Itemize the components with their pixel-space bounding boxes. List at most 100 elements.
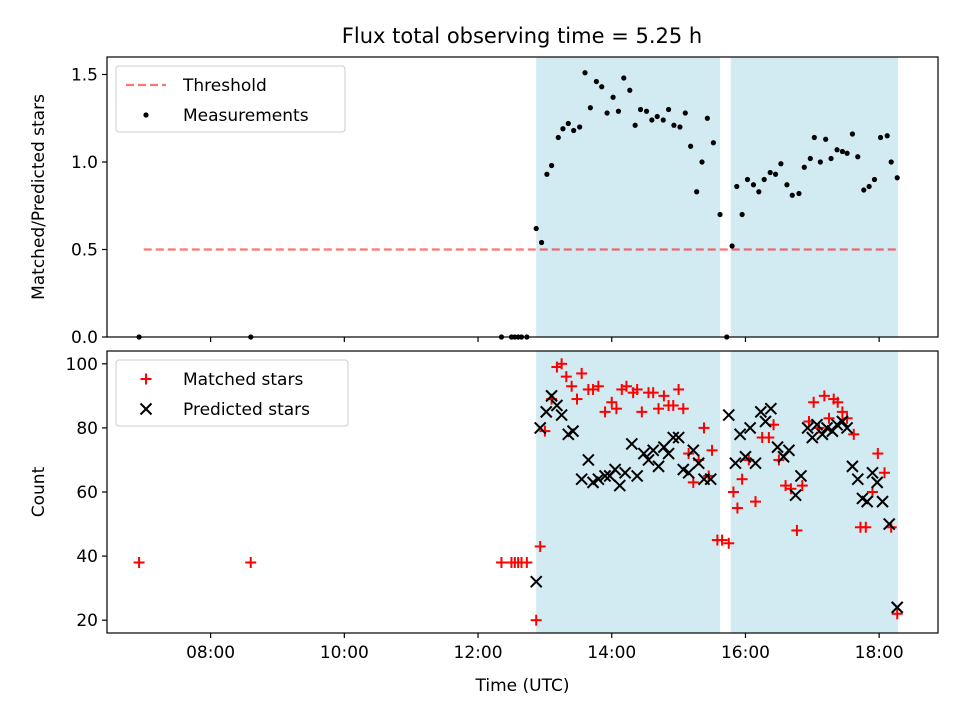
measurement-point <box>671 122 677 128</box>
figure-title: Flux total observing time = 5.25 h <box>342 24 702 48</box>
predicted-star-point <box>692 456 705 470</box>
matched-star-point <box>658 390 670 402</box>
matched-star-point <box>785 483 797 495</box>
matched-star-point <box>706 444 718 456</box>
matched-star-point <box>677 403 689 415</box>
predicted-star-point <box>534 421 547 435</box>
matched-star-point <box>818 390 830 402</box>
top-shaded-regions <box>536 57 898 337</box>
measurement-point <box>844 150 850 156</box>
measurement-point <box>729 243 735 249</box>
predicted-star-point <box>582 453 595 467</box>
predicted-star-point <box>575 472 588 486</box>
predicted-star-point <box>789 488 802 502</box>
measurement-point <box>649 117 655 123</box>
measurement-point <box>739 211 745 218</box>
predicted-star-point <box>682 466 695 479</box>
predicted-star-point <box>646 444 660 457</box>
predicted-star-point <box>876 495 889 508</box>
matched-star-point <box>832 396 844 408</box>
matched-star-point <box>763 432 775 444</box>
measurement-point <box>855 154 861 160</box>
predicted-star-point <box>743 421 757 435</box>
bottom-legend-box <box>115 359 349 427</box>
predicted-star-point <box>782 444 796 457</box>
matched-star-point <box>808 396 820 408</box>
matched-star-point <box>773 454 785 466</box>
predicted-star-point <box>672 431 685 444</box>
measurement-point <box>604 110 610 116</box>
top-y-tick-label: 1.5 <box>71 66 98 86</box>
predicted-star-point <box>891 601 904 614</box>
matched-star-point <box>653 403 665 415</box>
measurement-point <box>744 176 751 183</box>
matched-star-point <box>560 371 572 383</box>
predicted-star-point <box>625 437 639 451</box>
measurement-point <box>866 183 872 190</box>
matched-star-point <box>727 486 739 498</box>
matched-star-point <box>610 403 622 415</box>
matched-star-point <box>841 412 853 424</box>
measurement-point <box>555 134 561 141</box>
measurement-point <box>694 189 700 195</box>
predicted-star-point <box>618 466 632 479</box>
x-tick-label: 18:00 <box>855 643 904 663</box>
measurement-point <box>828 155 834 162</box>
measurement-point <box>538 239 545 246</box>
measurement-point <box>817 159 823 165</box>
predicted-star-point <box>866 466 879 479</box>
measurement-point <box>849 131 856 137</box>
matched-star-point <box>636 406 648 418</box>
measurement-point <box>861 187 867 193</box>
predicted-star-point <box>652 460 665 473</box>
matched-star-point <box>848 428 860 440</box>
measurement-point <box>823 136 829 142</box>
predicted-star-point <box>704 472 717 486</box>
predicted-star-point <box>801 421 814 435</box>
top-y-axis-label: Matched/Predicted stars <box>29 94 49 300</box>
bottom-y-tick-label: 100 <box>66 355 98 375</box>
top-y-axis: 0.0 0.5 1.0 1.5 <box>71 66 107 348</box>
predicted-star-point <box>630 469 644 483</box>
measurement-point <box>811 134 817 141</box>
measurement-point <box>665 106 672 113</box>
measurement-point <box>834 147 840 153</box>
predicted-star-point <box>882 517 896 531</box>
bottom-panel: 20 40 60 80 100 08:00 10:00 12:00 14:00 16:00 18:… <box>29 350 939 696</box>
bottom-y-axis-label: Count <box>29 466 49 517</box>
predicted-star-point <box>860 495 874 508</box>
top-x-ticks <box>210 337 880 342</box>
matched-star-point <box>133 557 145 568</box>
predicted-star-point <box>550 399 564 412</box>
top-y-tick-label: 0.5 <box>71 241 98 261</box>
measurement-point <box>544 171 550 177</box>
matched-star-point <box>606 396 618 408</box>
measurement-point <box>894 175 900 181</box>
predicted-star-point <box>851 472 864 486</box>
measurement-point <box>643 108 650 114</box>
measurement-point <box>615 108 622 114</box>
measurement-point <box>571 127 577 134</box>
matched-star-point <box>736 473 748 485</box>
top-legend-box <box>115 65 346 133</box>
predicted-star-point <box>729 456 742 470</box>
matched-star-point <box>530 614 542 626</box>
measurement-point <box>756 189 762 195</box>
predicted-star-point <box>687 444 700 457</box>
predicted-star-point <box>806 431 819 444</box>
top-shaded-interval-1 <box>536 57 721 337</box>
legend-x-glyph <box>139 402 153 416</box>
bottom-y-tick-label: 40 <box>76 547 98 567</box>
bottom-x-axis: 08:00 10:00 12:00 14:00 16:00 18:00 <box>186 633 904 663</box>
measurement-point <box>839 148 845 155</box>
legend-measurements-swatch <box>143 112 149 118</box>
x-tick-label: 16:00 <box>721 643 770 663</box>
measurement-point <box>627 87 633 93</box>
top-panel: 0.0 0.5 1.0 1.5 Matched/Predicted stars Thr… <box>29 56 939 348</box>
bottom-shaded-interval-1 <box>536 351 721 633</box>
matched-star-point <box>521 557 533 568</box>
measurement-point <box>660 117 666 123</box>
predicted-star-point <box>794 469 808 483</box>
measurement-point <box>533 225 539 232</box>
predicted-star-point <box>545 389 558 403</box>
